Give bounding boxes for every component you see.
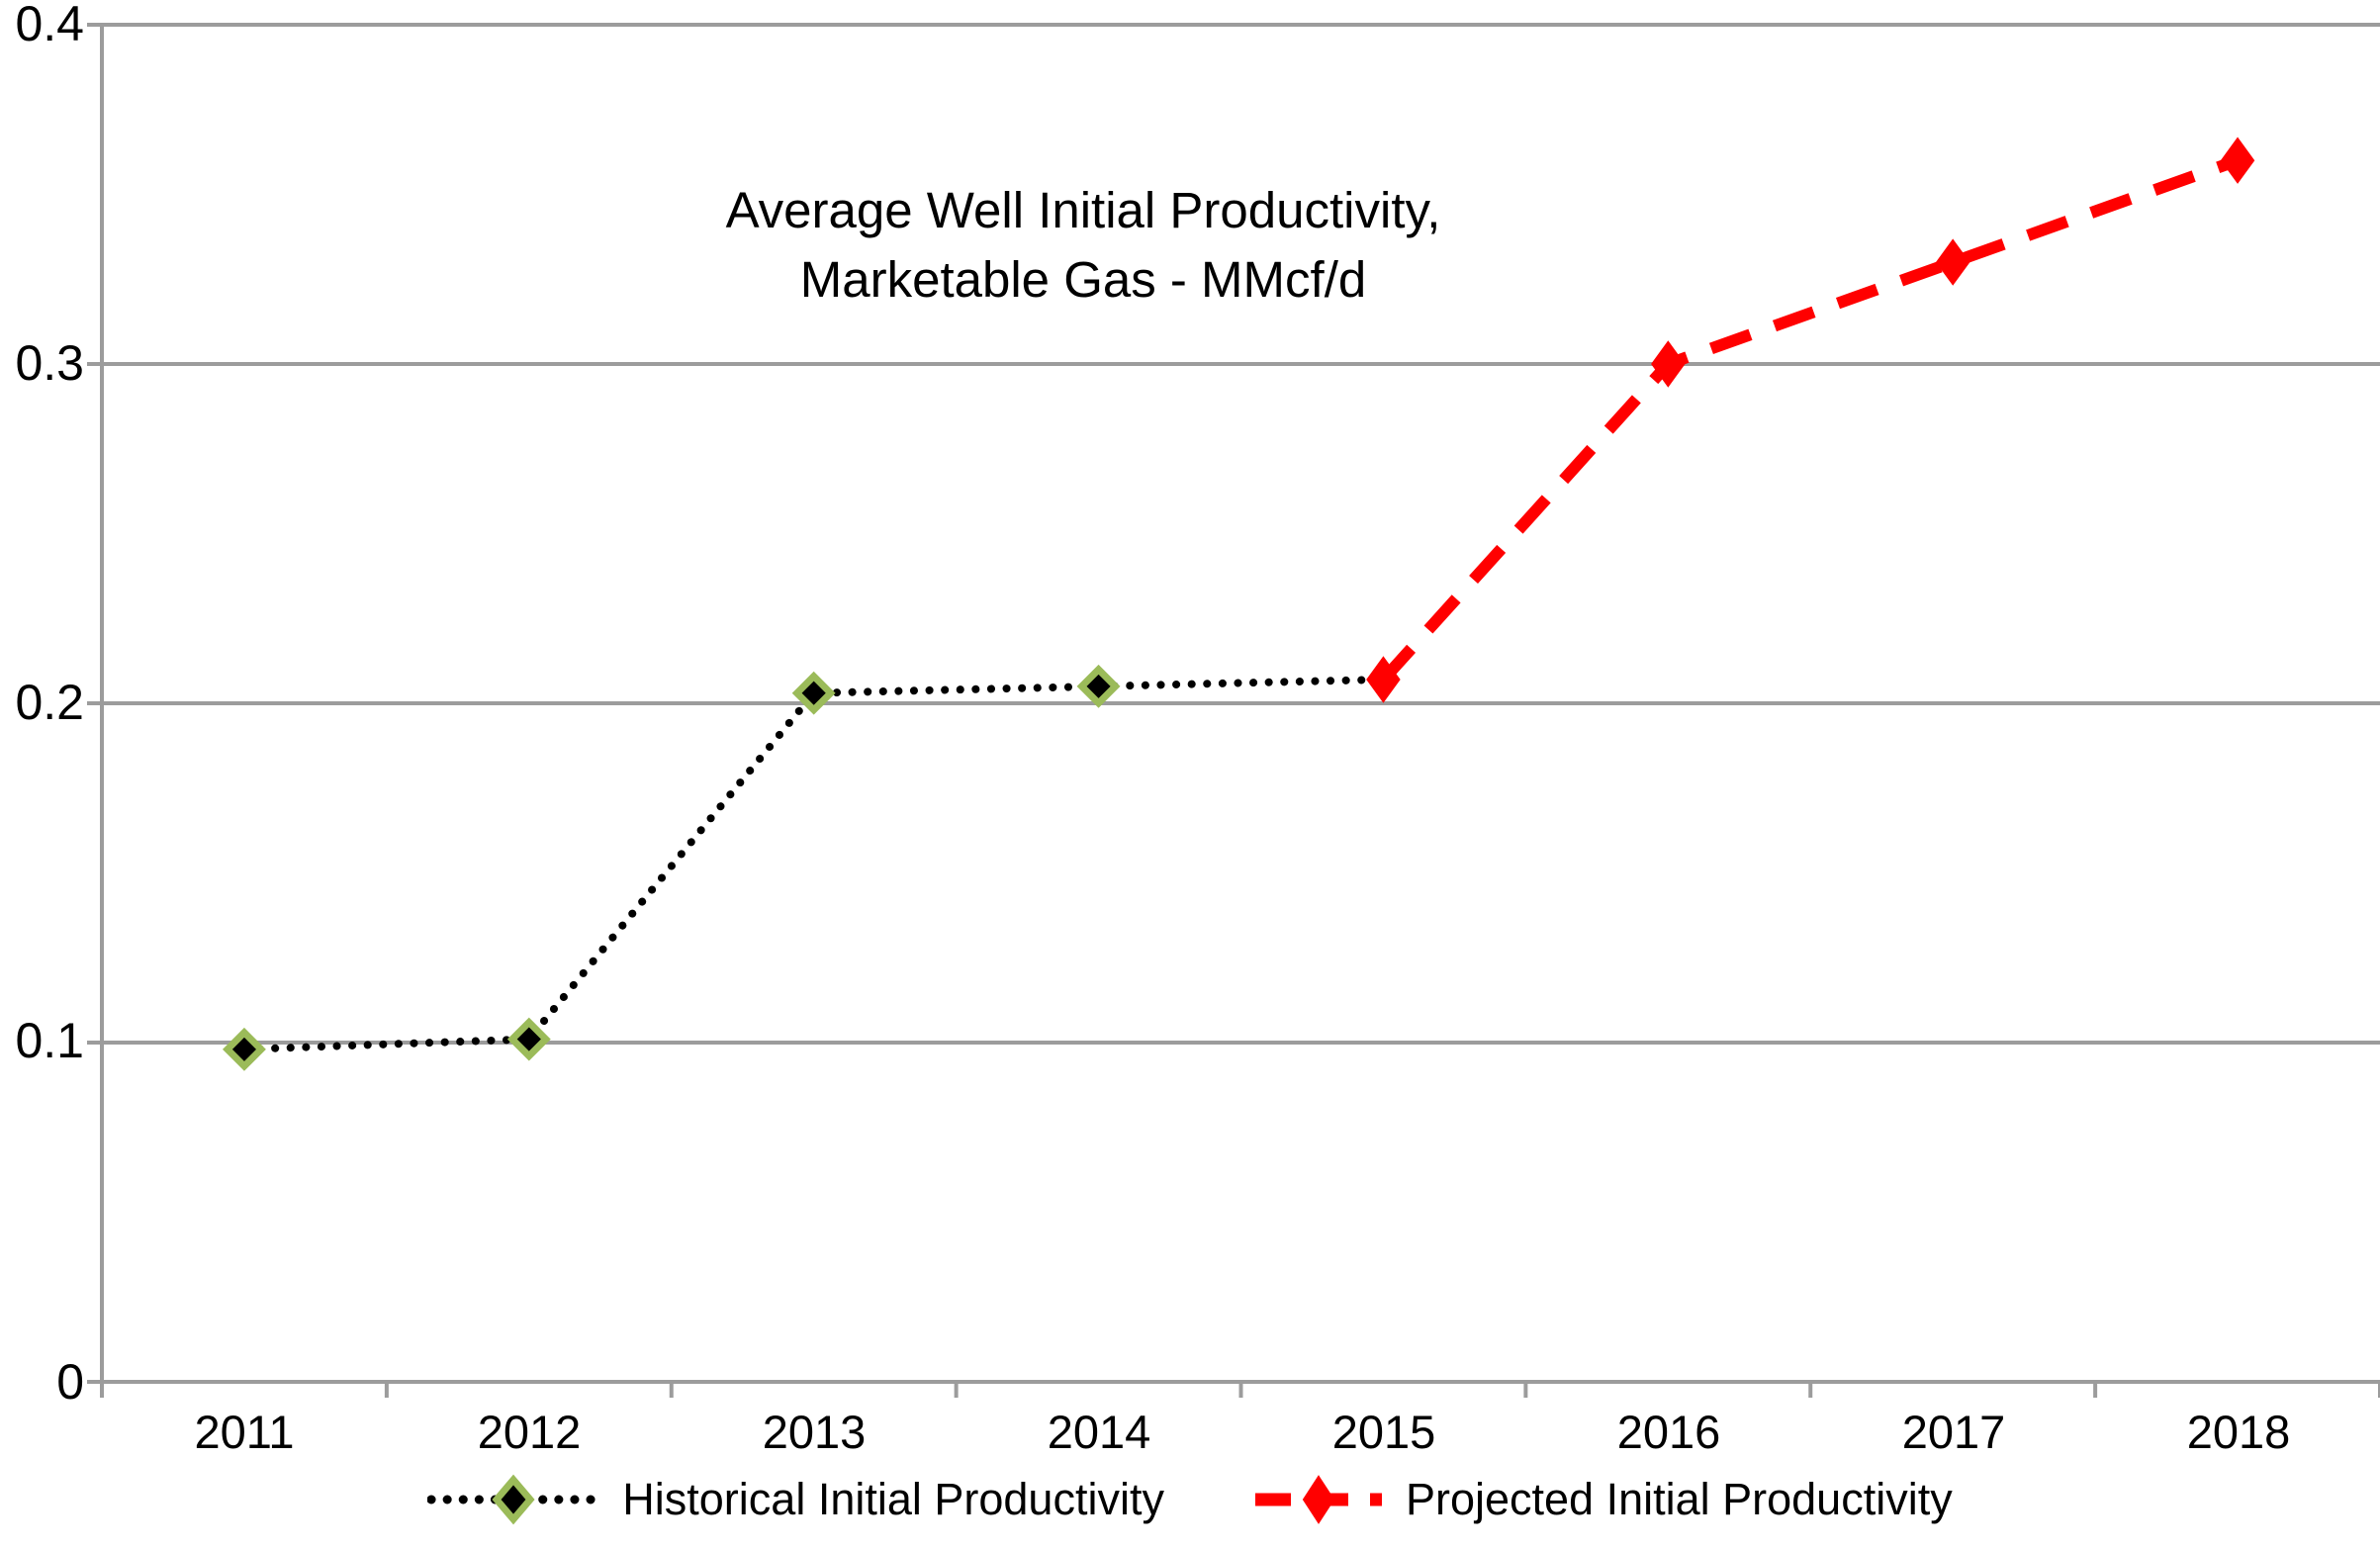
y-tick-label-0.3: 0.3 [15, 335, 84, 391]
marker-projected-2015 [1366, 656, 1401, 703]
marker-projected-2016 [1651, 340, 1686, 388]
chart-legend: Historical Initial Productivity Projecte… [0, 1472, 2380, 1527]
y-tick-label-0.4: 0.4 [15, 0, 84, 51]
marker-historical-2012 [506, 1017, 551, 1061]
projected-series-line [1378, 154, 2241, 684]
y-tick-label-0: 0 [56, 1354, 84, 1410]
historical-series-swatch-icon [427, 1474, 601, 1525]
legend-item-projected: Projected Initial Productivity [1253, 1472, 1953, 1527]
legend-label-historical: Historical Initial Productivity [622, 1474, 1164, 1524]
x-tick-label-2014: 2014 [1047, 1406, 1151, 1458]
marker-historical-2014 [1076, 664, 1121, 708]
x-tick-label-2011: 2011 [194, 1406, 295, 1458]
marker-projected-2017 [1935, 238, 1970, 286]
legend-item-historical: Historical Initial Productivity [427, 1474, 1164, 1525]
x-tick-label-2016: 2016 [1616, 1406, 1721, 1458]
projected-series-swatch-icon [1254, 1475, 1382, 1524]
x-tick-label-2017: 2017 [1901, 1406, 2006, 1458]
legend-label-projected: Projected Initial Productivity [1405, 1474, 1953, 1524]
marker-historical-2011 [222, 1027, 266, 1071]
x-tick-label-2013: 2013 [762, 1406, 867, 1458]
x-tick-label-2012: 2012 [477, 1406, 582, 1458]
chart-title-line-2: Marketable Gas - MMcf/d [799, 251, 1367, 308]
marker-projected-2018 [2220, 137, 2255, 184]
x-tick-label-2015: 2015 [1331, 1406, 1436, 1458]
historical-series-line [239, 675, 1388, 1053]
x-tick-label-2018: 2018 [2186, 1406, 2291, 1458]
y-tick-label-0.2: 0.2 [15, 675, 84, 730]
y-tick-label-0.1: 0.1 [15, 1013, 84, 1068]
marker-historical-2013 [791, 671, 836, 715]
chart-title: Average Well Initial Productivity, Marke… [0, 176, 2166, 315]
chart-title-line-1: Average Well Initial Productivity, [725, 182, 1441, 238]
